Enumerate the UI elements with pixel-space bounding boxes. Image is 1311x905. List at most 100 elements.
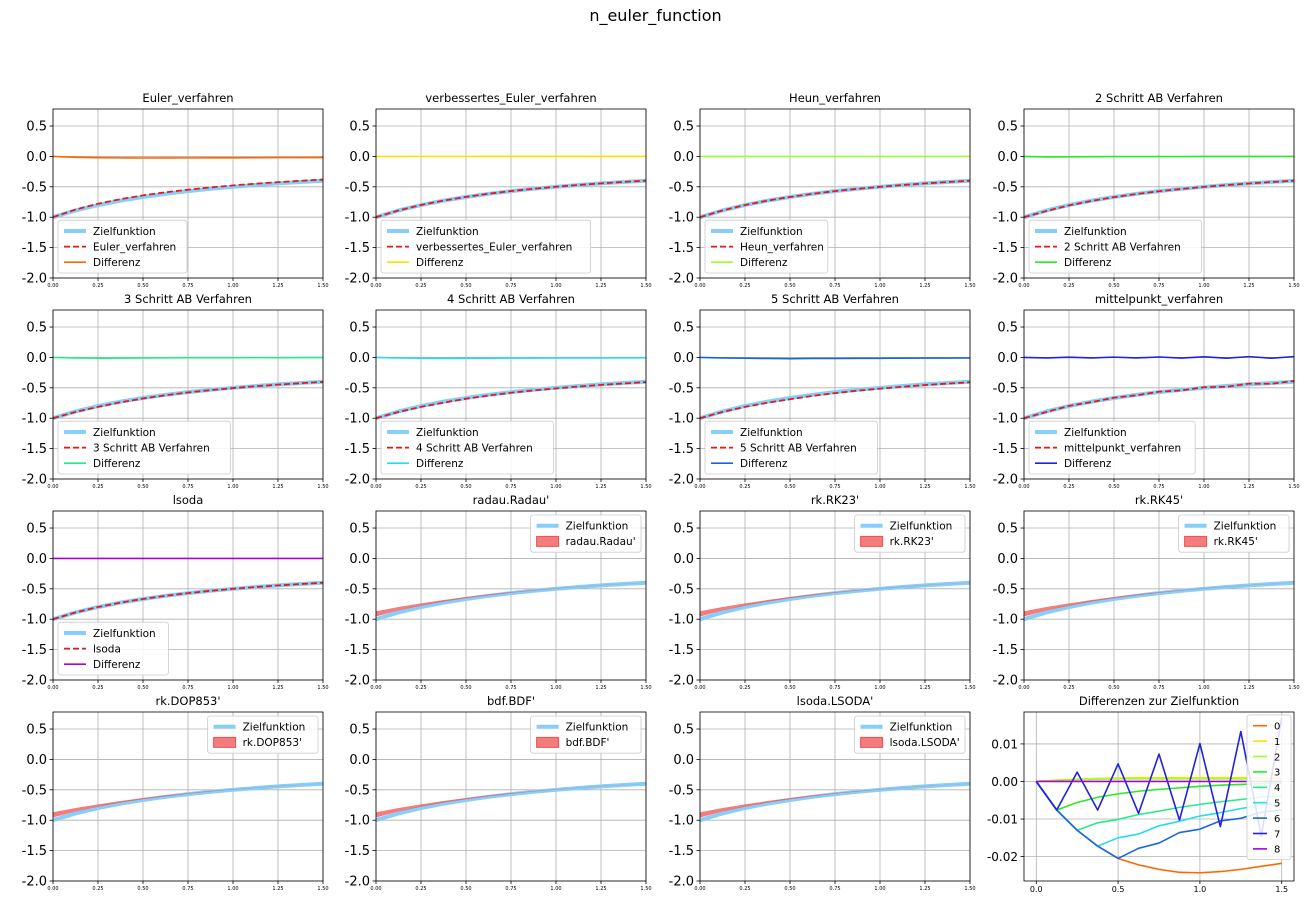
y-tick-label: -1.5 [345, 442, 370, 457]
x-tick-label: 0.50 [784, 283, 795, 289]
y-tick-label: 0.0 [673, 552, 694, 567]
legend-label: Differenz [93, 659, 141, 671]
subplot-title: 2 Schritt AB Verfahren [1095, 91, 1223, 105]
legend-label: mittelpunkt_verfahren [1064, 442, 1181, 454]
x-tick-label: 0.50 [460, 886, 471, 892]
legend: Zielfunktion lsoda.LSODA' [854, 715, 966, 754]
y-tick-label: -1.0 [345, 412, 370, 427]
y-tick-label: -2.0 [993, 473, 1018, 488]
series-group [1035, 717, 1283, 874]
x-tick-label: 1.5 [1275, 885, 1288, 894]
x-tick-label: 1.50 [1288, 484, 1299, 490]
legend-label: Differenz [416, 458, 464, 470]
y-tick-label: 0.5 [673, 522, 694, 537]
y-tick-label: 0.0 [997, 150, 1018, 165]
x-tick-label: 0.00 [47, 283, 58, 289]
y-tick-label: -2.0 [669, 272, 694, 287]
series-line [700, 580, 970, 622]
legend-frame [704, 420, 878, 475]
x-tick-label: 0.75 [829, 484, 840, 490]
x-tick-label: 0.00 [370, 283, 381, 289]
legend-label: Differenz [93, 458, 141, 470]
x-tick-label: 1.00 [550, 886, 561, 892]
subplot: 0.00 0.25 0.50 0.75 1.00 1.25 1.50 0.5 0.0 -0.5 -1… [669, 694, 976, 892]
subplot-title: lsoda [173, 493, 204, 507]
y-tick-label: -0.5 [669, 783, 694, 798]
subplot: 0.00 0.25 0.50 0.75 1.00 1.25 1.50 0.5 0.0 -0.5 -1… [993, 91, 1300, 289]
subplot: 0.00 0.25 0.50 0.75 1.00 1.25 1.50 0.5 0.0 -0.5 -1… [669, 292, 976, 490]
subplot-title: Euler_verfahren [142, 91, 233, 105]
x-tick-label: 1.25 [1243, 484, 1254, 490]
x-tick-label: 1.25 [595, 886, 606, 892]
y-tick-label: 0.5 [349, 120, 370, 135]
y-tick-label: 0.0 [997, 552, 1018, 567]
legend: Zielfunktion rk.DOP853' [207, 715, 319, 754]
x-tick-label: 1.00 [227, 283, 238, 289]
y-tick-label: -0.5 [669, 381, 694, 396]
y-tick-label: -0.5 [993, 582, 1018, 597]
legend-label: Zielfunktion [1064, 226, 1127, 238]
x-tick-label: 0.75 [182, 484, 193, 490]
legend-frame [57, 420, 231, 475]
legend-label: Zielfunktion [416, 427, 479, 439]
y-tick-label: 0.0 [26, 351, 47, 366]
y-tick-label: 0.0 [349, 351, 370, 366]
y-tick-label: -1.5 [22, 442, 47, 457]
figure-title: n_euler_function [589, 6, 722, 25]
series-line [53, 581, 323, 621]
y-tick-label: -1.5 [345, 643, 370, 658]
y-tick-label: -0.5 [345, 381, 370, 396]
x-tick-label: 0.75 [505, 886, 516, 892]
x-tick-label: 0.00 [694, 886, 705, 892]
y-tick-label: -1.0 [669, 814, 694, 829]
legend: Zielfunktion 3 Schritt AB Verfahren Differ… [57, 420, 231, 475]
legend-frame [1028, 420, 1196, 475]
subplot: 0.00 0.25 0.50 0.75 1.00 1.25 1.50 0.5 0.0 -0.5 -1… [993, 493, 1300, 691]
x-tick-label: 0.50 [784, 484, 795, 490]
legend-label: 8 [1274, 845, 1280, 856]
legend-label: Euler_verfahren [93, 241, 176, 253]
x-tick-label: 0.25 [739, 886, 750, 892]
legend-frame [1028, 219, 1202, 274]
y-tick-label: 0.0 [673, 753, 694, 768]
subplot: 0.00 0.25 0.50 0.75 1.00 1.25 1.50 0.5 0.0 -0.5 -1… [345, 292, 652, 490]
series-line [700, 381, 970, 420]
x-tick-label: 0.25 [739, 484, 750, 490]
y-tick-label: -1.5 [345, 241, 370, 256]
y-tick-label: -2.0 [669, 674, 694, 689]
legend-label: Zielfunktion [740, 226, 803, 238]
y-tick-label: 0.5 [349, 723, 370, 738]
legend: Zielfunktion Euler_verfahren Differenz [57, 219, 188, 274]
y-tick-label: -2.0 [22, 875, 47, 890]
series-line [1024, 355, 1294, 360]
legend: Zielfunktion verbessertes_Euler_verfahren… [380, 219, 592, 274]
x-tick-label: 1.25 [595, 283, 606, 289]
x-tick-label: 1.00 [1198, 283, 1209, 289]
x-tick-label: 1.50 [964, 283, 975, 289]
x-tick-label: 1.00 [227, 484, 238, 490]
legend: Zielfunktion radau.Radau' [530, 514, 642, 553]
y-tick-label: -0.5 [993, 381, 1018, 396]
legend-label: 5 Schritt AB Verfahren [740, 442, 857, 454]
subplot: 0.00 0.25 0.50 0.75 1.00 1.25 1.50 0.5 0.0 -0.5 -1… [669, 493, 976, 691]
x-tick-label: 1.25 [595, 484, 606, 490]
y-tick-label: -2.0 [345, 875, 370, 890]
subplot-title: Heun_verfahren [789, 91, 881, 105]
x-tick-label: 0.50 [460, 484, 471, 490]
x-tick-label: 1.50 [317, 886, 328, 892]
y-tick-label: 0.5 [673, 321, 694, 336]
x-tick-label: 0.00 [47, 886, 58, 892]
x-tick-label: 1.50 [640, 685, 651, 691]
y-tick-label: -1.5 [669, 844, 694, 859]
y-tick-label: -2.0 [669, 473, 694, 488]
y-tick-label: -1.5 [993, 643, 1018, 658]
legend-label: 3 Schritt AB Verfahren [93, 442, 210, 454]
x-tick-label: 0.00 [1018, 283, 1029, 289]
x-tick-label: 0.75 [1153, 283, 1164, 289]
y-tick-label: 0.5 [673, 120, 694, 135]
legend-label: rk.DOP853' [243, 737, 302, 749]
y-tick-label: 0.0 [673, 150, 694, 165]
series-line [1035, 781, 1282, 860]
legend-label: Differenz [1064, 257, 1112, 269]
